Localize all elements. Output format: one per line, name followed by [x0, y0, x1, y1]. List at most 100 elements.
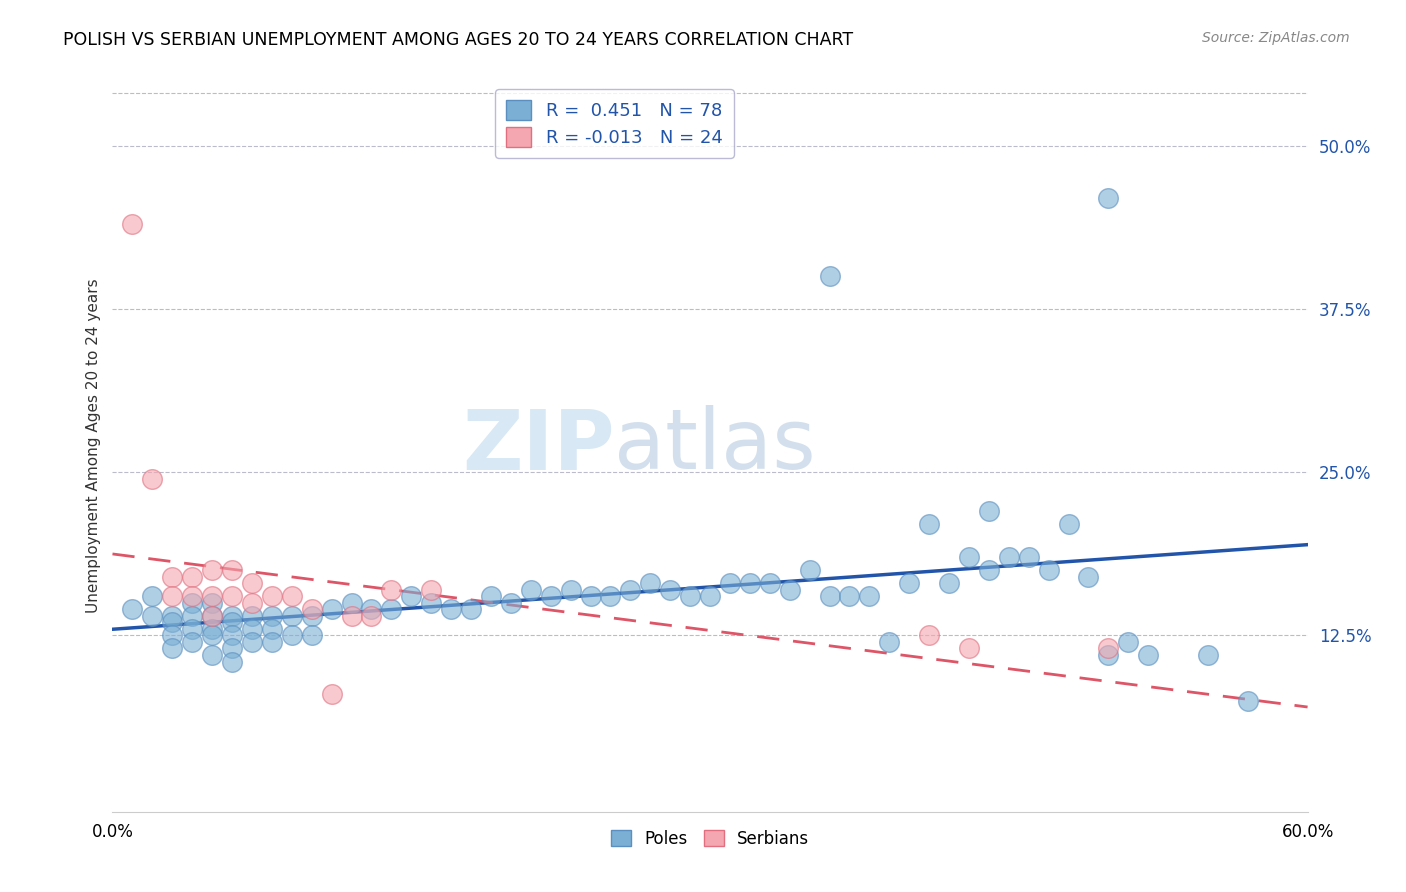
Point [201, 563, 224, 577]
Point [560, 582, 582, 597]
Point [121, 217, 143, 231]
Point [260, 589, 283, 603]
Text: Source: ZipAtlas.com: Source: ZipAtlas.com [1202, 31, 1350, 45]
Point [838, 589, 860, 603]
Point [260, 635, 283, 649]
Point [162, 569, 183, 583]
Point [619, 582, 641, 597]
Point [738, 576, 761, 591]
Point [1118, 635, 1140, 649]
Point [977, 504, 1000, 518]
Point [201, 648, 224, 662]
Point [898, 576, 921, 591]
Point [301, 628, 323, 642]
Point [281, 608, 304, 623]
Point [240, 635, 263, 649]
Point [281, 589, 304, 603]
Point [240, 622, 263, 636]
Point [340, 608, 363, 623]
Point [141, 472, 163, 486]
Point [240, 596, 263, 610]
Point [499, 596, 522, 610]
Point [181, 569, 204, 583]
Point [640, 576, 662, 591]
Point [918, 628, 941, 642]
Text: atlas: atlas [614, 406, 815, 486]
Point [1197, 648, 1219, 662]
Point [221, 628, 243, 642]
Point [460, 602, 482, 616]
Point [879, 635, 901, 649]
Point [221, 641, 243, 656]
Point [1237, 694, 1260, 708]
Point [201, 622, 224, 636]
Legend: Poles, Serbians: Poles, Serbians [605, 823, 815, 855]
Point [321, 602, 343, 616]
Point [201, 608, 224, 623]
Point [679, 589, 702, 603]
Point [260, 622, 283, 636]
Point [1077, 569, 1099, 583]
Point [718, 576, 741, 591]
Point [579, 589, 602, 603]
Point [221, 589, 243, 603]
Point [221, 615, 243, 630]
Point [401, 589, 423, 603]
Point [181, 608, 204, 623]
Point [201, 596, 224, 610]
Point [479, 589, 502, 603]
Point [520, 582, 543, 597]
Point [977, 563, 1000, 577]
Point [360, 602, 382, 616]
Point [957, 641, 980, 656]
Point [181, 622, 204, 636]
Point [201, 589, 224, 603]
Point [221, 563, 243, 577]
Point [1097, 641, 1119, 656]
Point [1018, 549, 1040, 564]
Point [221, 655, 243, 669]
Point [162, 608, 183, 623]
Point [162, 641, 183, 656]
Point [260, 608, 283, 623]
Point [162, 589, 183, 603]
Point [181, 596, 204, 610]
Point [360, 608, 382, 623]
Point [201, 628, 224, 642]
Point [918, 517, 941, 532]
Point [1137, 648, 1160, 662]
Point [540, 589, 562, 603]
Point [240, 608, 263, 623]
Text: POLISH VS SERBIAN UNEMPLOYMENT AMONG AGES 20 TO 24 YEARS CORRELATION CHART: POLISH VS SERBIAN UNEMPLOYMENT AMONG AGE… [63, 31, 853, 49]
Point [799, 563, 821, 577]
Point [121, 602, 143, 616]
Point [380, 602, 402, 616]
Point [1057, 517, 1080, 532]
Point [301, 608, 323, 623]
Point [759, 576, 782, 591]
Point [301, 602, 323, 616]
Point [599, 589, 621, 603]
Point [141, 589, 163, 603]
Point [420, 582, 443, 597]
Point [440, 602, 463, 616]
Point [141, 608, 163, 623]
Point [281, 628, 304, 642]
Point [1097, 648, 1119, 662]
Point [321, 687, 343, 701]
Point [818, 269, 841, 284]
Text: ZIP: ZIP [463, 406, 614, 486]
Point [957, 549, 980, 564]
Y-axis label: Unemployment Among Ages 20 to 24 years: Unemployment Among Ages 20 to 24 years [86, 278, 101, 614]
Point [818, 589, 841, 603]
Point [221, 608, 243, 623]
Point [1097, 191, 1119, 205]
Point [201, 608, 224, 623]
Point [938, 576, 960, 591]
Point [162, 628, 183, 642]
Point [240, 576, 263, 591]
Point [380, 582, 402, 597]
Point [1038, 563, 1060, 577]
Point [181, 635, 204, 649]
Point [998, 549, 1021, 564]
